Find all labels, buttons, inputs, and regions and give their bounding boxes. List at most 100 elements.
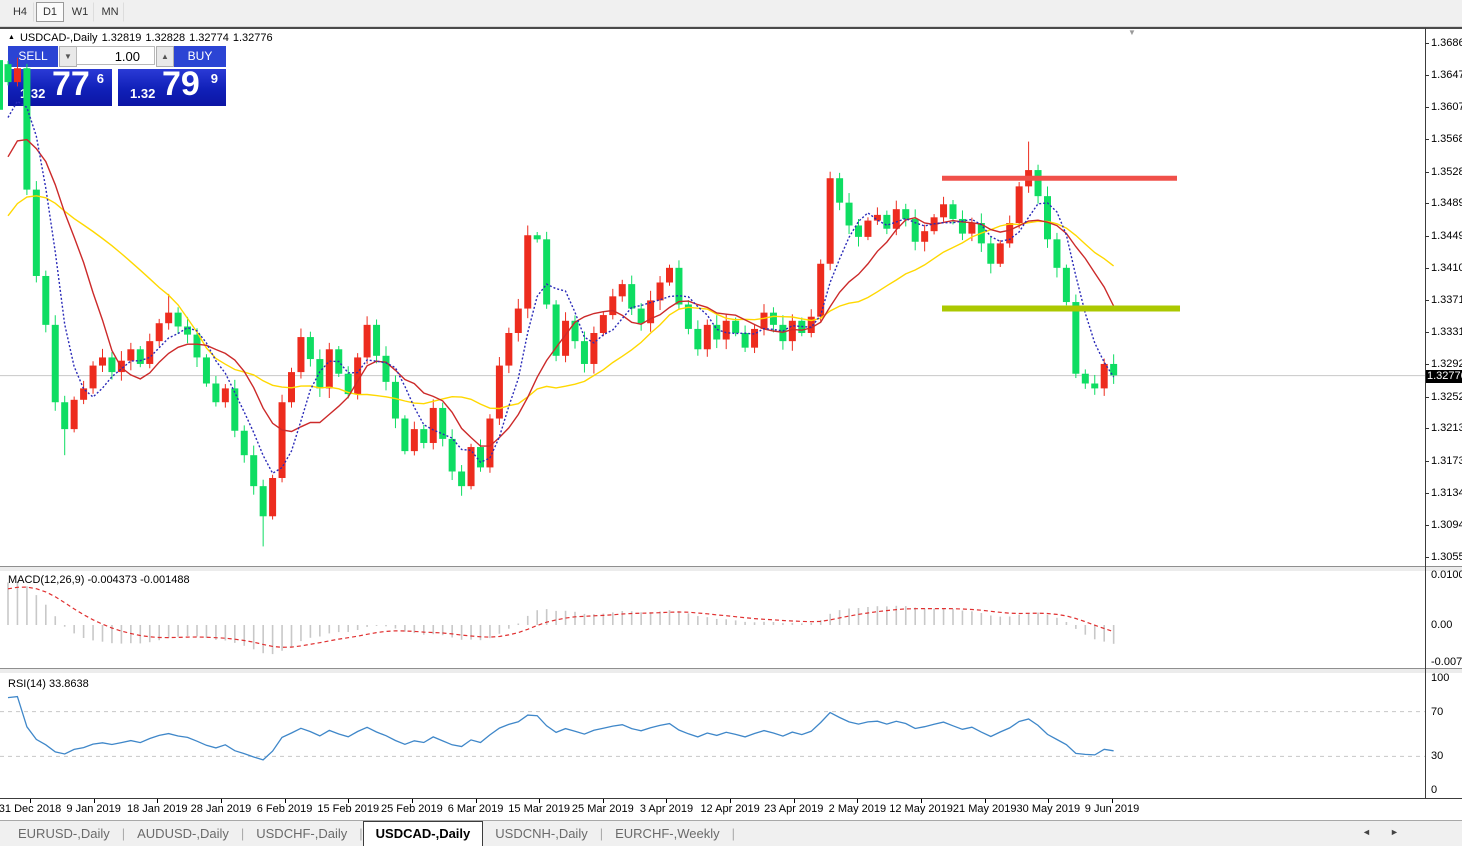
axis-tick [602,799,604,803]
ohlc-low: 1.32774 [189,32,229,44]
axis-tick [1425,492,1429,494]
macd-axis-label: -0.007469 [1431,656,1462,669]
axis-tick [1425,171,1429,173]
chart-shift-marker-icon[interactable]: ▼ [1128,28,1136,37]
macd-indicator-canvas[interactable] [0,572,1425,668]
axis-tick [793,799,795,803]
timeframe-button-mn[interactable]: MN [96,2,124,22]
date-axis-label: 6 Mar 2019 [447,803,504,815]
date-axis-label: 15 Feb 2019 [317,803,380,815]
price-axis-label: 1.30940 [1431,519,1462,532]
axis-tick [1425,428,1429,430]
buy-button[interactable]: BUY [174,46,226,67]
axis-tick [1425,203,1429,205]
buy-price-big: 79 [162,65,200,103]
date-axis-label: 25 Mar 2019 [571,803,634,815]
price-chart-canvas[interactable] [0,28,1425,566]
tab-scroll-right-icon[interactable]: ► [1390,827,1399,837]
date-axis-label: 25 Feb 2019 [380,803,443,815]
price-axis-label: 1.35680 [1431,133,1462,146]
price-axis-label: 1.33310 [1431,326,1462,339]
pane-splitter[interactable] [0,566,1462,572]
date-axis-label: 31 Dec 2018 [0,803,62,815]
macd-axis-label: 0.00 [1431,619,1453,631]
price-axis-label: 1.32520 [1431,390,1462,403]
date-axis-label: 12 Apr 2019 [700,803,760,815]
axis-tick [921,799,923,803]
ohlc-open: 1.32819 [101,32,142,44]
tab-separator: | [121,826,126,841]
axis-tick [1425,460,1429,462]
axis-tick [284,799,286,803]
buy-price-prefix: 1.32 [130,86,156,101]
sell-button[interactable]: SELL [8,46,58,67]
volume-input[interactable]: 1.00 [76,46,155,65]
date-axis-label: 15 Mar 2019 [508,803,571,815]
price-axis-label: 1.34890 [1431,197,1462,210]
timeframe-button-d1[interactable]: D1 [36,2,64,22]
date-axis-line [0,798,1462,799]
date-axis-label: 28 Jan 2019 [190,803,252,815]
tab-eurchf-weekly[interactable]: EURCHF-,Weekly [615,826,720,841]
price-axis-label: 1.33710 [1431,293,1462,306]
tab-separator: | [240,826,245,841]
date-axis-label: 2 May 2019 [828,803,887,815]
tab-separator: | [731,826,735,841]
axis-tick [539,799,541,803]
axis-tick [857,799,859,803]
axis-tick [157,799,159,803]
price-axis-label: 1.36070 [1431,101,1462,114]
date-axis-label: 21 May 2019 [952,803,1017,815]
price-axis-label: 1.31340 [1431,486,1462,499]
tab-eurusd-daily[interactable]: EURUSD-,Daily [18,826,110,841]
axis-tick [1048,799,1050,803]
date-axis-label: 12 May 2019 [889,803,953,815]
axis-tick [1425,74,1429,76]
date-axis-label: 6 Feb 2019 [256,803,313,815]
axis-tick [1425,236,1429,238]
rsi-axis-label: 100 [1431,672,1450,684]
date-axis-label: 30 May 2019 [1016,803,1081,815]
chart-top-border [0,27,1462,29]
price-axis-label: 1.36860 [1431,37,1462,49]
axis-tick [220,799,222,803]
timeframe-button-h4[interactable]: H4 [6,2,34,22]
chart-tab-bar: EURUSD-,Daily | AUDUSD-,Daily | USDCHF-,Dail… [0,820,1462,846]
ohlc-close: 1.32776 [232,32,273,44]
buy-price-button[interactable]: 1.32 79 9 [118,65,226,106]
axis-tick [1425,43,1429,44]
price-axis-label: 1.36470 [1431,68,1462,81]
axis-tick [1425,299,1429,301]
chevron-up-icon: ▲ [161,52,169,61]
tab-scroll-left-icon[interactable]: ◄ [1362,827,1371,837]
rsi-axis-label: 0 [1431,784,1438,796]
macd-axis-label: 0.010052 [1431,569,1462,581]
axis-tick [1425,107,1429,109]
timeframe-button-w1[interactable]: W1 [66,2,94,22]
price-axis-label: 1.32130 [1431,422,1462,435]
rsi-indicator-canvas[interactable] [0,674,1425,798]
chevron-down-icon: ▼ [64,52,72,61]
date-axis-label: 23 Apr 2019 [764,803,824,815]
chart-title: ▲ USDCAD-,Daily 1.32819 1.32828 1.32774 1.327… [8,32,277,44]
pane-splitter[interactable] [0,668,1462,674]
tab-audusd-daily[interactable]: AUDUSD-,Daily [137,826,229,841]
collapse-arrow-icon[interactable]: ▲ [8,34,15,41]
price-axis-label: 1.34490 [1431,230,1462,243]
axis-tick [1112,799,1113,803]
tab-usdcad-daily[interactable]: USDCAD-,Daily [362,821,484,846]
axis-tick [1425,332,1429,334]
axis-tick [666,799,668,803]
rsi-axis-label: 70 [1431,705,1444,718]
sell-price-pip: 6 [96,71,104,86]
tab-usdcnh-daily[interactable]: USDCNH-,Daily [495,826,588,841]
tab-usdchf-daily[interactable]: USDCHF-,Daily [256,826,348,841]
tab-separator: | [599,826,604,841]
axis-tick [411,799,413,803]
axis-tick [1425,557,1429,558]
axis-tick [1425,396,1429,398]
volume-increase-button[interactable]: ▲ [156,46,174,67]
price-axis-label: 1.35280 [1431,165,1462,178]
